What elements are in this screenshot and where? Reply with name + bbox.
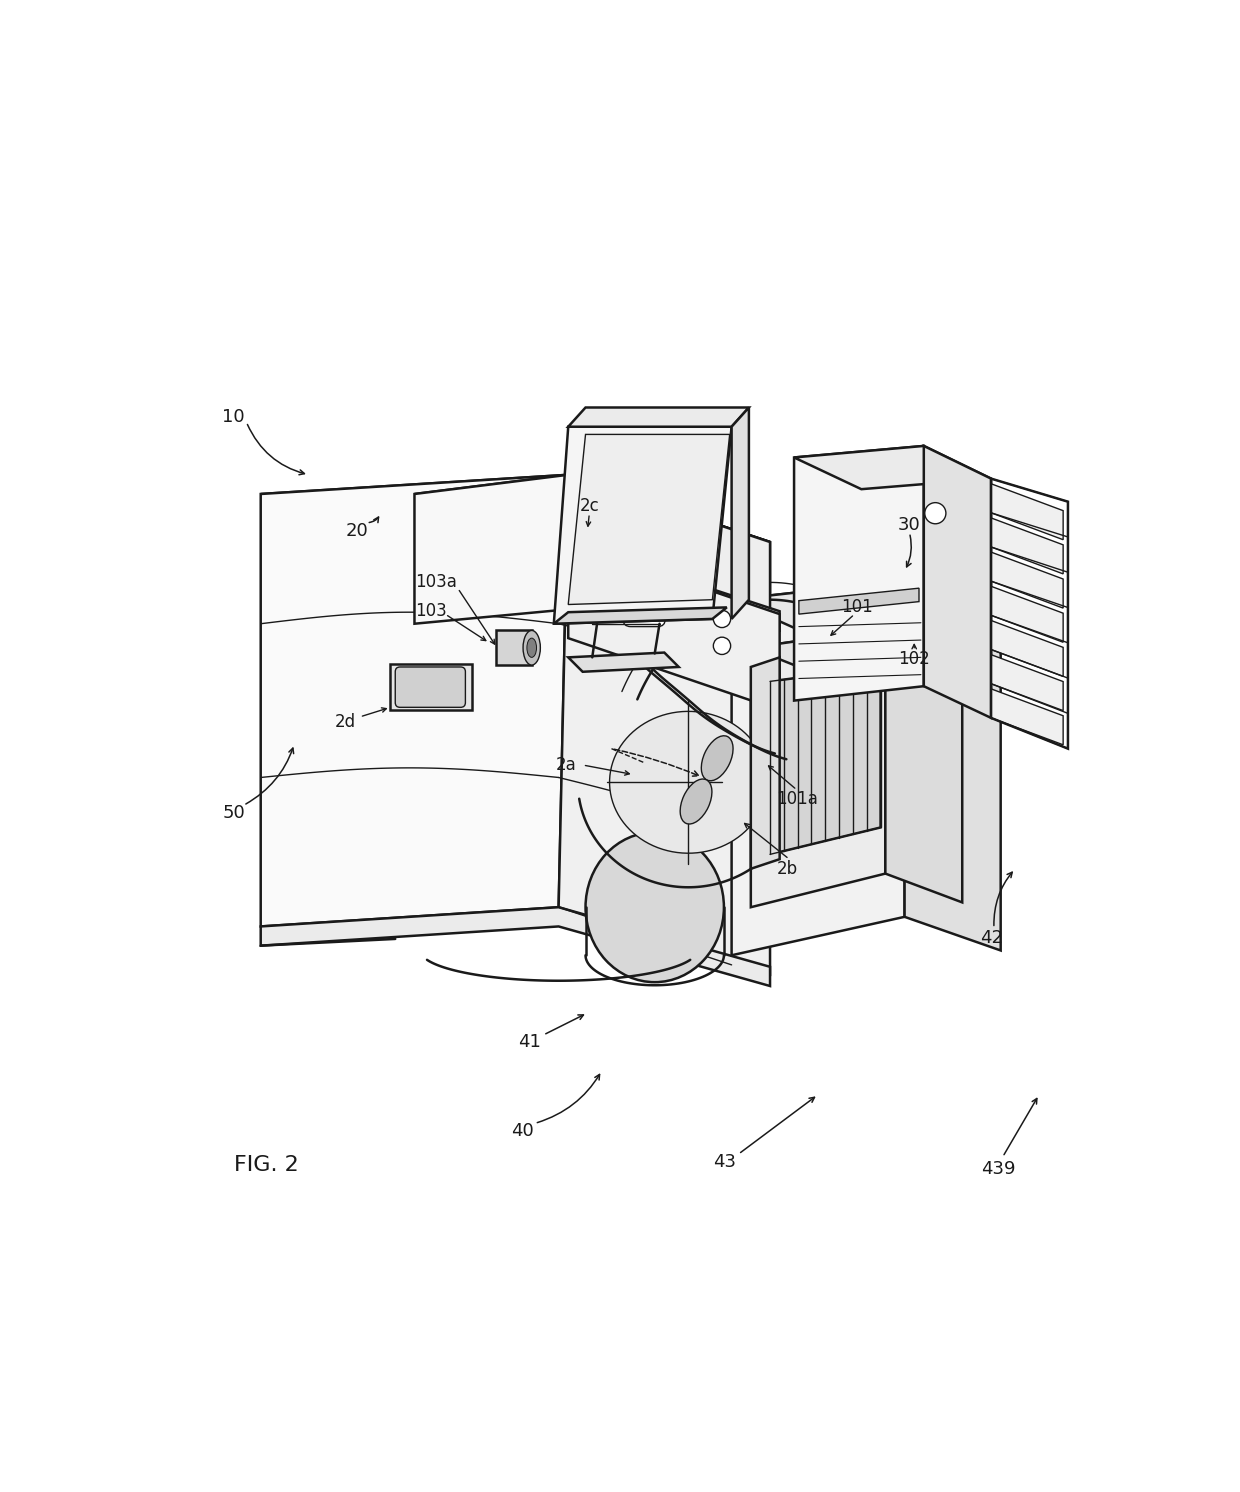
Text: 103a: 103a: [414, 573, 456, 591]
Polygon shape: [799, 588, 919, 615]
Polygon shape: [732, 407, 749, 619]
Polygon shape: [991, 552, 1063, 609]
FancyBboxPatch shape: [622, 561, 666, 627]
Polygon shape: [496, 631, 532, 665]
Polygon shape: [568, 542, 780, 631]
Polygon shape: [991, 586, 1063, 642]
Polygon shape: [905, 580, 1001, 950]
Polygon shape: [751, 628, 885, 907]
Text: 42: 42: [980, 930, 1003, 947]
Text: 102: 102: [898, 651, 930, 668]
Polygon shape: [558, 474, 770, 974]
Text: 40: 40: [511, 1122, 533, 1140]
Text: 2b: 2b: [776, 859, 797, 877]
Text: 10: 10: [222, 409, 246, 427]
Polygon shape: [414, 474, 568, 624]
Polygon shape: [991, 621, 1063, 676]
Text: 2d: 2d: [335, 713, 356, 731]
Text: 20: 20: [346, 522, 368, 540]
Polygon shape: [991, 483, 1063, 540]
Text: 50: 50: [222, 804, 246, 822]
Polygon shape: [568, 474, 770, 691]
Polygon shape: [732, 580, 1001, 643]
Text: 103: 103: [415, 603, 446, 621]
Text: 43: 43: [713, 1153, 737, 1171]
Circle shape: [713, 610, 730, 628]
Polygon shape: [751, 628, 962, 679]
Ellipse shape: [527, 639, 537, 658]
Polygon shape: [610, 712, 768, 853]
Text: 2a: 2a: [556, 756, 577, 774]
Polygon shape: [732, 580, 905, 955]
Polygon shape: [794, 446, 991, 489]
Text: 30: 30: [898, 516, 921, 534]
Text: 439: 439: [982, 1159, 1016, 1177]
Polygon shape: [414, 474, 770, 561]
Ellipse shape: [523, 631, 541, 665]
Text: 2c: 2c: [579, 497, 599, 515]
Circle shape: [925, 503, 946, 524]
Text: 41: 41: [518, 1032, 541, 1050]
Polygon shape: [554, 607, 727, 624]
Polygon shape: [991, 655, 1063, 710]
Polygon shape: [568, 542, 780, 710]
Text: 101a: 101a: [776, 789, 818, 807]
Polygon shape: [568, 652, 678, 671]
Polygon shape: [751, 658, 780, 868]
Ellipse shape: [585, 833, 724, 982]
Polygon shape: [991, 689, 1063, 745]
Polygon shape: [770, 667, 880, 855]
Ellipse shape: [702, 736, 733, 780]
Polygon shape: [568, 407, 749, 427]
Polygon shape: [991, 518, 1063, 574]
Polygon shape: [885, 628, 962, 903]
Polygon shape: [260, 907, 770, 986]
Text: FIG. 2: FIG. 2: [234, 1155, 299, 1174]
FancyBboxPatch shape: [396, 667, 465, 707]
Polygon shape: [794, 446, 924, 701]
Polygon shape: [568, 434, 729, 604]
Ellipse shape: [681, 779, 712, 824]
Circle shape: [713, 637, 730, 655]
Polygon shape: [260, 474, 770, 561]
Polygon shape: [391, 664, 472, 710]
Text: 101: 101: [841, 598, 873, 616]
Polygon shape: [260, 474, 568, 927]
Polygon shape: [554, 427, 732, 624]
Polygon shape: [924, 446, 991, 718]
